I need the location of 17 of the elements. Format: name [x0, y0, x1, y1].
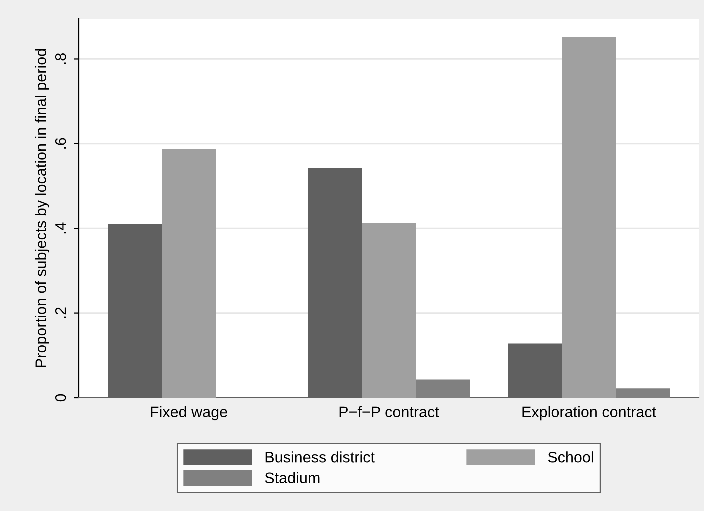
bar [362, 223, 416, 398]
x-tick-label: Fixed wage [151, 406, 228, 421]
legend-label: Business district [266, 452, 375, 463]
bar [562, 37, 616, 398]
bar [416, 380, 470, 398]
x-tick-label: Exploration contract [522, 406, 656, 421]
legend-label: School [548, 452, 594, 463]
y-tick-label: .4 [56, 222, 66, 234]
x-tick-label: P−f−P contract [340, 406, 440, 418]
bar [162, 149, 216, 398]
bar [616, 388, 670, 398]
y-tick-label: .2 [55, 308, 66, 318]
legend-label: Stadium [265, 472, 320, 484]
y-axis-title: Proportion of subjects by location in final period [35, 49, 50, 368]
y-tick-label: .6 [55, 138, 66, 149]
y-tick-label: 0 [55, 394, 66, 402]
y-tick-label: .8 [55, 54, 66, 64]
